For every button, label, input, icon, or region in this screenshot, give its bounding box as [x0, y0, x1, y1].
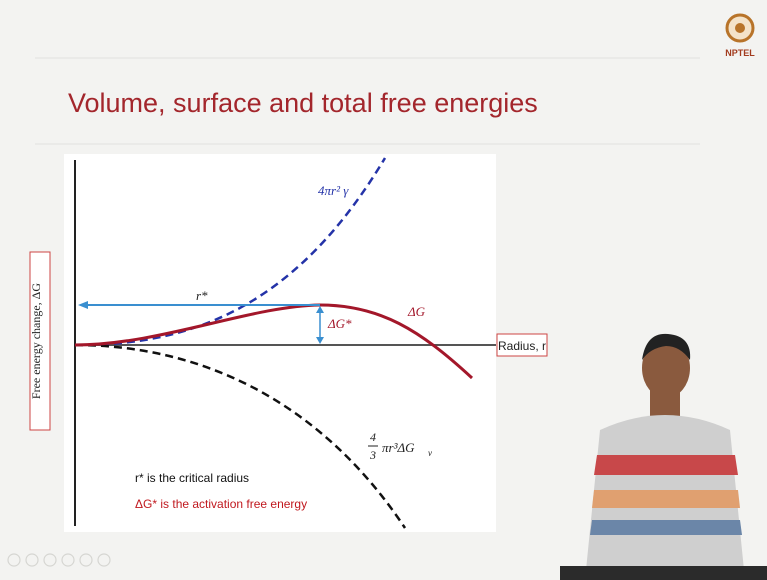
logo: NPTEL: [725, 15, 755, 58]
shirt-stripe: [594, 455, 738, 475]
shirt-stripe: [590, 520, 742, 535]
volume-body: πr³ΔG: [382, 440, 415, 455]
critical-radius-label: r*: [196, 288, 208, 303]
activation-label: ΔG*: [327, 316, 352, 331]
volume-numerator: 4: [370, 430, 376, 444]
logo-center: [735, 23, 745, 33]
x-axis-label: Radius, r: [498, 339, 546, 353]
note-activation: ΔG* is the activation free energy: [135, 497, 307, 511]
y-axis-label: Free energy change, ΔG: [29, 283, 43, 399]
total-label: ΔG: [407, 304, 426, 319]
volume-denominator: 3: [369, 448, 376, 462]
surface-term-label: 4πr² γ: [318, 183, 349, 198]
logo-text: NPTEL: [725, 48, 755, 58]
shirt-stripe: [592, 490, 740, 508]
note-critical-radius: r* is the critical radius: [135, 471, 249, 485]
slide: NPTEL Volume, surface and total free ene…: [0, 0, 767, 580]
slide-title: Volume, surface and total free energies: [68, 88, 538, 118]
podium: [560, 566, 767, 580]
volume-subscript: v: [428, 448, 432, 458]
